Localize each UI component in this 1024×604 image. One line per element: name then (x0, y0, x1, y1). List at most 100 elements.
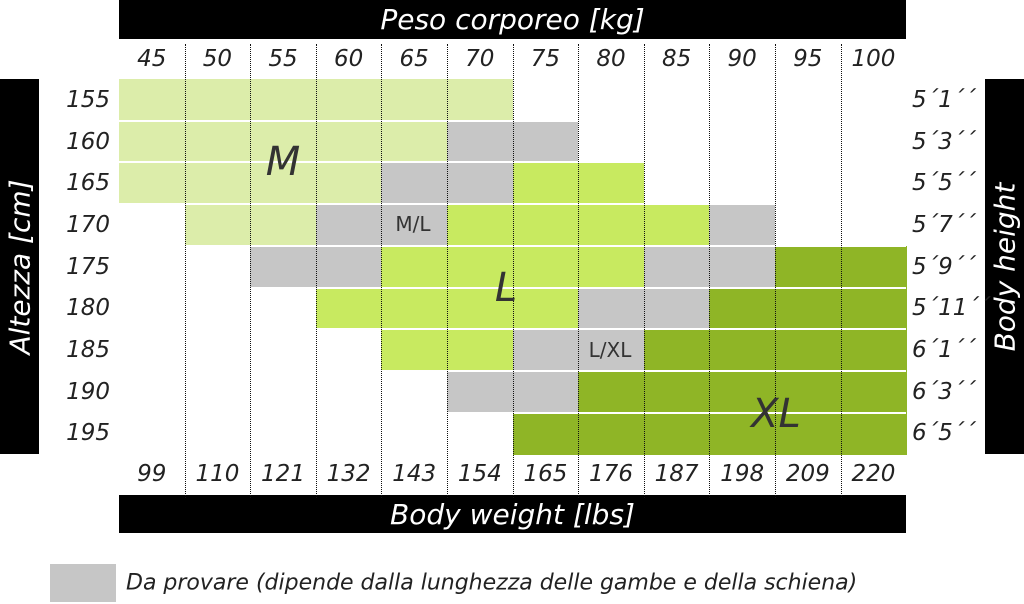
grid-cell (250, 245, 317, 289)
grid-cell (578, 370, 645, 414)
legend-text: Da provare (dipende dalla lunghezza dell… (126, 570, 858, 596)
size-zone-label: L (494, 265, 518, 311)
cm-row-label: 165 (66, 170, 110, 197)
grid-cell (250, 162, 317, 205)
right-axis-title-bar: Body height (985, 79, 1024, 454)
grid-cell (119, 329, 186, 372)
grid-cell (512, 204, 579, 247)
grid-cell (512, 245, 579, 289)
grid-cell (709, 329, 776, 372)
grid-cell (381, 120, 448, 163)
grid-cell (447, 370, 514, 414)
grid-cell (381, 287, 448, 330)
grid-cell (250, 370, 317, 414)
grid-cell (315, 370, 382, 414)
lbs-tick-label: 110 (195, 461, 240, 487)
grid-cell (643, 370, 710, 414)
kg-tick-label: 50 (202, 46, 233, 72)
grid-cell (381, 245, 448, 289)
grid-cell (578, 329, 645, 372)
column-gridline (512, 44, 514, 499)
lbs-tick-label: 132 (326, 461, 371, 487)
ft-row-label: 5´9´´ (912, 253, 976, 280)
column-gridline (315, 44, 317, 499)
grid-cell (709, 287, 776, 330)
grid-cell (643, 204, 710, 247)
kg-tick-label: 65 (399, 46, 429, 72)
kg-tick-label: 45 (137, 46, 167, 72)
grid-cell (250, 329, 317, 372)
grid-cell (119, 412, 186, 455)
grid-cell (250, 412, 317, 455)
grid-cell (119, 79, 186, 122)
grid-cell (381, 412, 448, 455)
grid-cell (775, 79, 842, 122)
cm-row-label: 155 (66, 86, 110, 113)
grid-cell (578, 120, 645, 163)
lbs-tick-label: 187 (654, 461, 699, 487)
grid-cell (119, 204, 186, 247)
column-gridline (381, 44, 383, 499)
column-gridline (840, 44, 842, 499)
top-axis-title-bar: Peso corporeo [kg] (119, 0, 906, 39)
lbs-tick-label: 176 (589, 461, 633, 487)
grid-cell (250, 204, 317, 247)
grid-cell (775, 287, 842, 330)
grid-cell (315, 79, 382, 122)
column-gridline (709, 44, 711, 499)
ft-row-label: 5´3´´ (912, 128, 976, 155)
grid-cell (840, 370, 907, 414)
grid-cell (840, 329, 907, 372)
grid-cell (512, 79, 579, 122)
grid-cell (578, 204, 645, 247)
grid-cell (840, 204, 907, 247)
grid-cell (840, 412, 907, 455)
grid-cell (840, 162, 907, 205)
grid-cell (512, 370, 579, 414)
grid-cell (250, 287, 317, 330)
lbs-tick-label: 121 (261, 461, 305, 487)
grid-cell (578, 412, 645, 455)
grid-cell (578, 162, 645, 205)
lbs-tick-label: 198 (720, 461, 765, 487)
height-cm-title: Altezza [cm] (3, 178, 36, 355)
bottom-axis-title-bar: Body weight [lbs] (119, 495, 906, 533)
grid-cell (184, 370, 251, 414)
lbs-tick-label: 154 (457, 461, 502, 487)
size-zone-label: M/L (395, 212, 431, 236)
grid-cell (381, 329, 448, 372)
grid-cell (447, 204, 514, 247)
grid-cell (381, 79, 448, 122)
grid-cell (447, 79, 514, 122)
grid-cell (775, 329, 842, 372)
lbs-tick-label: 143 (392, 461, 437, 487)
kg-tick-label: 55 (268, 46, 298, 72)
weight-lbs-title: Body weight [lbs] (390, 497, 635, 531)
grid-cell (840, 287, 907, 330)
grid-cell (775, 204, 842, 247)
grid-cell (315, 245, 382, 289)
cm-row-label: 170 (66, 211, 110, 238)
size-zone-label: M (265, 139, 301, 185)
cm-row-label: 195 (66, 420, 110, 447)
grid-cell (119, 245, 186, 289)
grid-cell (447, 245, 514, 289)
grid-cell (119, 120, 186, 163)
column-gridline (250, 44, 252, 499)
kg-tick-label: 90 (727, 46, 757, 72)
grid-cell (381, 162, 448, 205)
column-gridline (184, 44, 186, 499)
grid-cell (119, 287, 186, 330)
ft-row-label: 5´11´´ (912, 295, 991, 322)
grid-cell (709, 79, 776, 122)
height-ft-title: Body height (988, 182, 1021, 351)
grid-cell (184, 162, 251, 205)
grid-cell (184, 329, 251, 372)
kg-tick-label: 100 (851, 46, 896, 72)
grid-cell (709, 120, 776, 163)
grid-cell (447, 120, 514, 163)
left-axis-title-bar: Altezza [cm] (0, 79, 39, 454)
kg-tick-label: 80 (596, 46, 626, 72)
grid-cell (709, 204, 776, 247)
grid-cell (512, 287, 579, 330)
